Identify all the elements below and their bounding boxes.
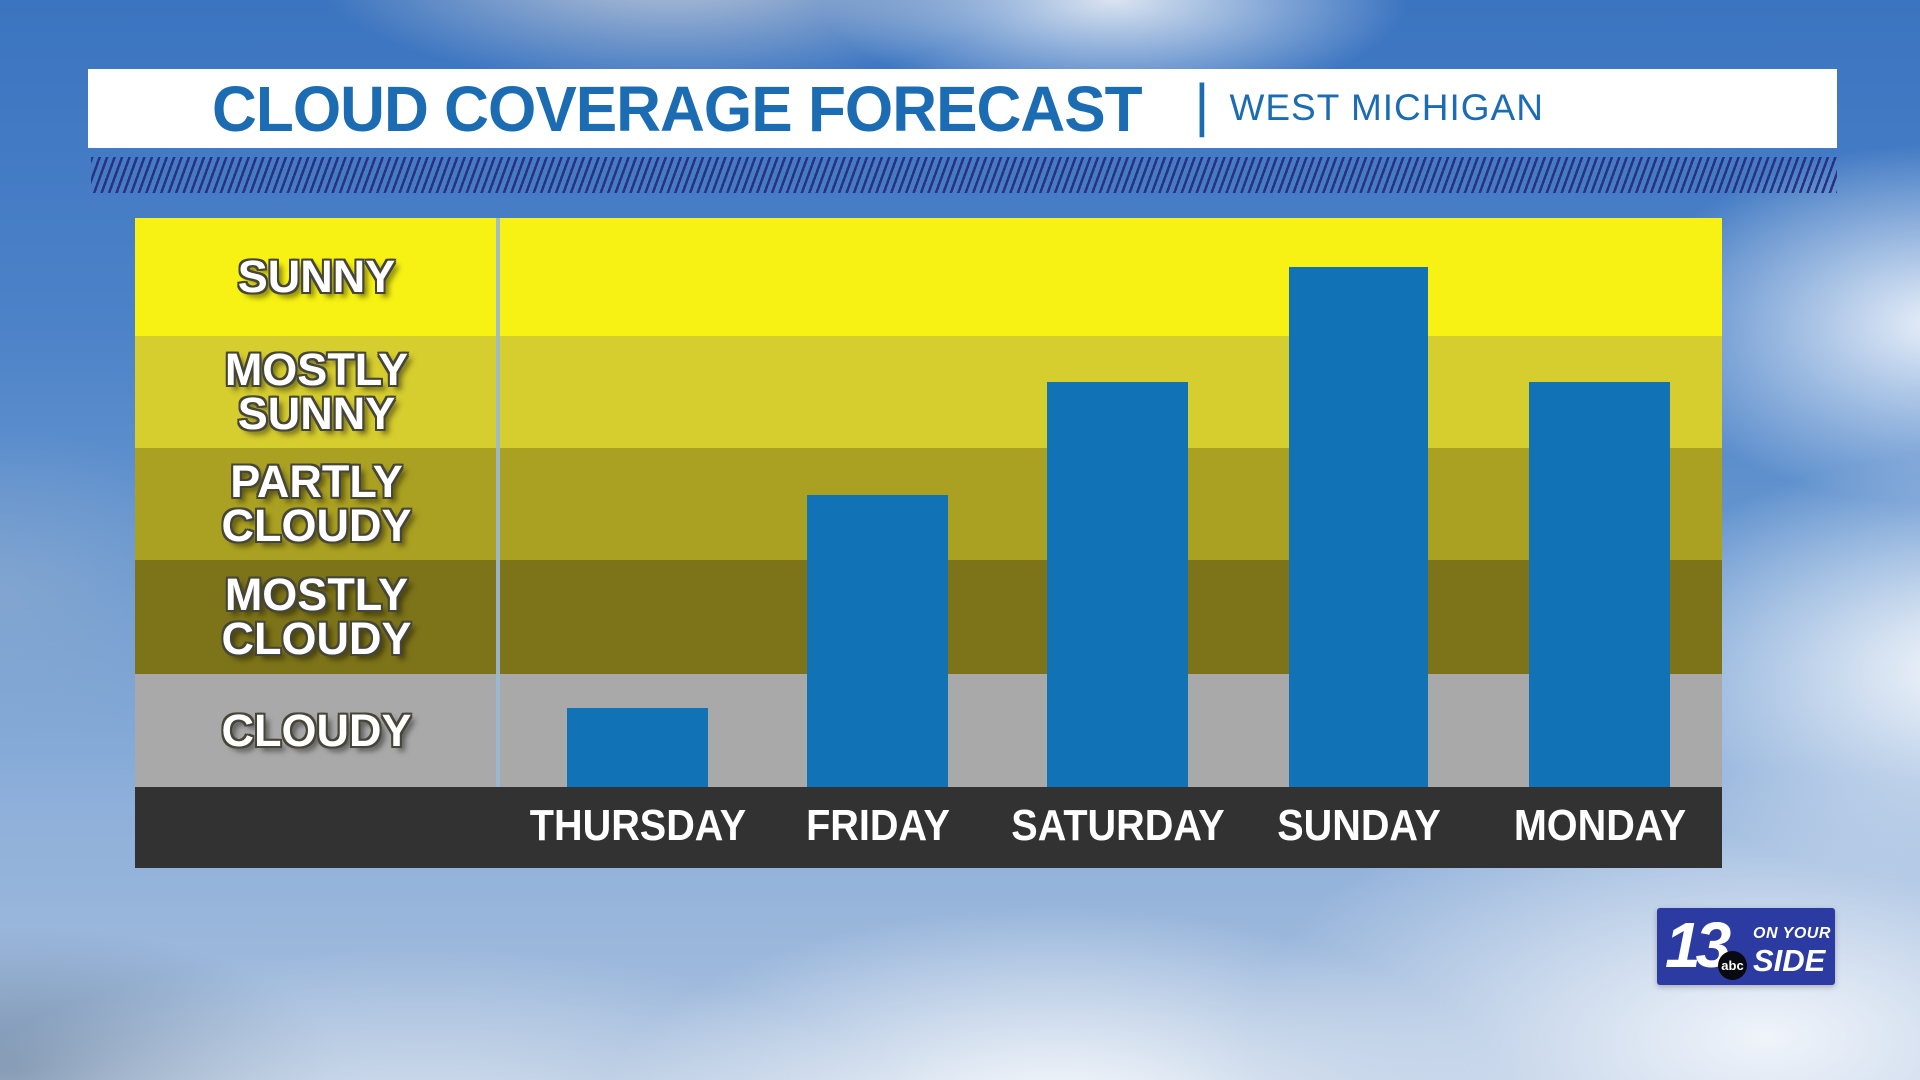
day-label-saturday: SATURDAY xyxy=(1010,800,1225,850)
band-row-mostly-sunny: MOSTLY SUNNY xyxy=(135,336,1722,448)
day-label-sunday: SUNDAY xyxy=(1276,800,1441,850)
logo-tagline-top: ON YOUR xyxy=(1753,925,1831,942)
day-label-monday: MONDAY xyxy=(1513,800,1686,850)
cloud-coverage-chart: SUNNY MOSTLY SUNNY PARTLY CLOUDY MOSTLY CLOUDY… xyxy=(135,218,1722,868)
day-label-thursday: THURSDAY xyxy=(529,800,746,850)
band-label-sunny: SUNNY xyxy=(135,218,498,336)
bar-thursday xyxy=(567,708,708,787)
band-label-line: CLOUDY xyxy=(221,500,412,551)
band-label-mostly-cloudy: MOSTLY CLOUDY xyxy=(135,560,498,674)
band-label-line: SUNNY xyxy=(237,251,396,302)
band-label-partly-cloudy: PARTLY CLOUDY xyxy=(135,448,498,560)
band-label-line: SUNNY xyxy=(237,388,396,439)
station-logo: 13 abc ON YOUR SIDE xyxy=(1657,908,1835,985)
band-label-cloudy: CLOUDY xyxy=(135,674,498,787)
bar-saturday xyxy=(1047,382,1188,787)
bar-friday xyxy=(807,495,948,787)
page-title: CLOUD COVERAGE FORECAST xyxy=(212,72,1143,145)
title-bar: CLOUD COVERAGE FORECAST | WEST MICHIGAN xyxy=(88,69,1837,148)
title-separator: | xyxy=(1194,73,1210,138)
band-row-sunny: SUNNY xyxy=(135,218,1722,336)
logo-number: 13 xyxy=(1665,909,1731,981)
abc-network-icon: abc xyxy=(1718,951,1747,980)
band-label-mostly-sunny: MOSTLY SUNNY xyxy=(135,336,498,448)
bar-sunday xyxy=(1289,267,1428,787)
region-label: WEST MICHIGAN xyxy=(1229,86,1544,128)
band-label-line: MOSTLY xyxy=(224,344,409,395)
day-label-friday: FRIDAY xyxy=(805,800,950,850)
band-label-line: CLOUDY xyxy=(221,704,412,756)
bar-monday xyxy=(1529,382,1670,787)
band-label-line: MOSTLY xyxy=(224,569,409,620)
axis-divider-line xyxy=(496,218,500,868)
hatch-stripe-banner xyxy=(91,157,1837,193)
x-axis-band: THURSDAY FRIDAY SATURDAY SUNDAY MONDAY xyxy=(135,787,1722,868)
band-label-line: CLOUDY xyxy=(221,613,412,664)
logo-tagline-bottom: SIDE xyxy=(1753,943,1826,978)
band-label-line: PARTLY xyxy=(230,456,403,507)
